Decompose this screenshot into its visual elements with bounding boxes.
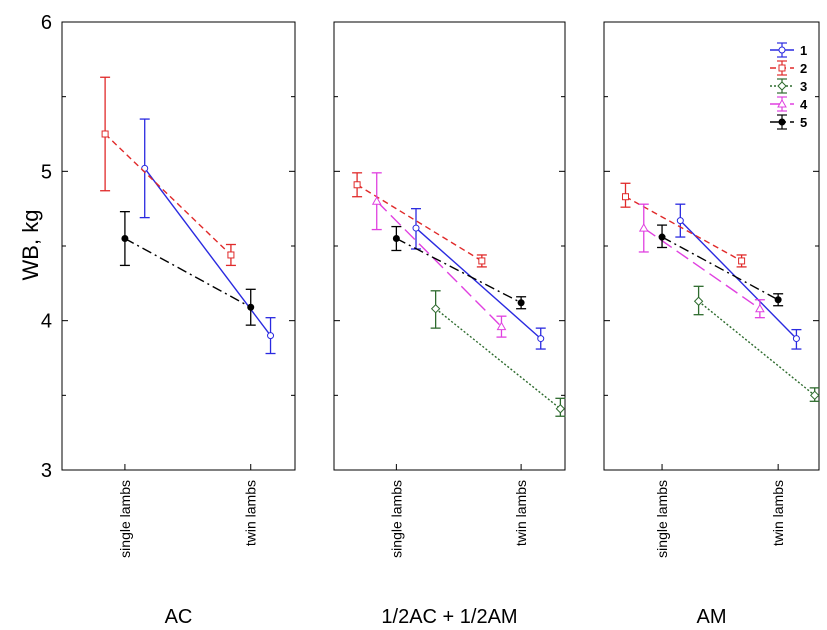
data-point (267, 332, 275, 340)
data-point (638, 223, 649, 232)
series-line (376, 200, 502, 328)
series-line (124, 237, 252, 308)
legend-entry-1: 1 (770, 42, 807, 58)
data-point (555, 404, 566, 414)
series-5 (119, 211, 256, 326)
panel-label: AC (165, 606, 193, 628)
data-point (676, 217, 684, 225)
series-1 (675, 203, 802, 350)
series-2 (620, 182, 747, 268)
data-point (792, 335, 800, 343)
data-point (478, 257, 486, 265)
data-point (496, 321, 507, 331)
legend-marker (778, 64, 786, 72)
legend-marker (777, 81, 787, 91)
legend-label: 2 (800, 61, 807, 76)
legend-entry-4: 4 (770, 96, 808, 112)
y-tick-label: 5 (41, 161, 52, 183)
legend-marker (778, 118, 786, 126)
x-tick-label: single lambs (654, 480, 670, 558)
panel-1: 3 4 5 6 single lambs twin lambs AC (41, 12, 296, 628)
data-point (392, 235, 400, 243)
legend-marker (777, 98, 787, 108)
data-point (537, 335, 545, 343)
data-point (774, 296, 782, 304)
data-point (693, 296, 704, 306)
y-tick-label: 4 (41, 311, 52, 333)
data-point (121, 235, 129, 243)
data-point (371, 196, 382, 205)
data-point (247, 303, 255, 311)
data-point (658, 233, 666, 241)
data-point (227, 251, 235, 259)
x-tick-label: single lambs (117, 480, 133, 558)
data-point (622, 193, 629, 201)
y-axis-title: WB, kg (18, 210, 43, 281)
data-point (755, 303, 765, 313)
series-line (679, 220, 797, 340)
series-4 (638, 203, 765, 319)
panel-3: single lambs twin lambs AM (603, 21, 820, 628)
data-point (412, 224, 420, 232)
legend-label: 4 (800, 97, 808, 112)
series-1 (411, 208, 546, 350)
panel-frame (61, 21, 296, 471)
series-2 (100, 76, 236, 267)
panel-label: AM (697, 606, 727, 628)
series-5 (657, 224, 784, 307)
x-tick-label: twin lambs (770, 480, 786, 546)
legend-label: 5 (800, 115, 807, 130)
panel-frame (603, 21, 820, 471)
y-tick-label: 6 (41, 12, 52, 34)
panel-label: 1/2AC + 1/2AM (381, 606, 517, 628)
x-tick-label: twin lambs (243, 480, 259, 546)
x-tick-label: twin lambs (513, 480, 529, 546)
series-line (435, 308, 561, 410)
legend-entry-5: 5 (770, 114, 807, 130)
series-5 (391, 225, 527, 310)
x-tick-label: single lambs (388, 480, 404, 558)
series-line (643, 227, 761, 310)
panel-frame (333, 21, 566, 471)
series-3 (430, 290, 566, 417)
data-point (517, 299, 525, 307)
legend-entry-3: 3 (770, 78, 807, 94)
panel-2: single lambs twin lambs 1/2AC + 1/2AM (333, 21, 566, 628)
legend-entry-2: 2 (770, 60, 807, 76)
series-line (104, 133, 232, 256)
legend-marker (778, 46, 786, 54)
data-point (738, 257, 746, 265)
data-point (101, 130, 109, 138)
legend: 1 2 3 4 5 (770, 42, 808, 130)
series-line (661, 236, 779, 301)
series-2 (352, 172, 487, 268)
series-3 (693, 285, 820, 402)
series-line (625, 196, 742, 262)
series-line (698, 300, 816, 396)
legend-label: 3 (800, 79, 807, 94)
series-line (415, 227, 542, 340)
data-point (353, 181, 361, 189)
data-point (430, 304, 441, 314)
series-line (396, 237, 522, 304)
series-line (356, 184, 483, 262)
legend-label: 1 (800, 43, 807, 58)
series-4 (371, 172, 507, 338)
data-point (809, 390, 820, 401)
y-tick-label: 3 (41, 460, 52, 482)
